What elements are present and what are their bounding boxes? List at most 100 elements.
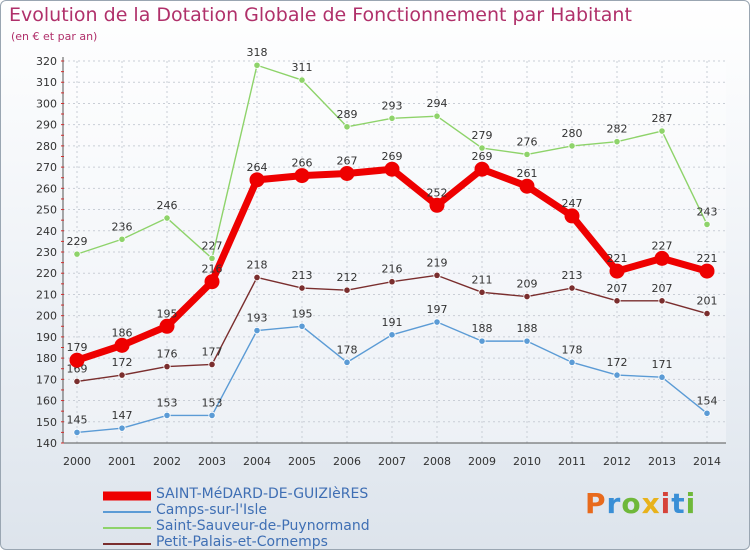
data-label-camps-sur-l-isle: 195 bbox=[292, 307, 313, 320]
data-label-petit-palais-et-cornemps: 177 bbox=[202, 345, 223, 358]
data-label-saint-m-dard-de-guizi-res: 195 bbox=[157, 307, 178, 320]
data-label-camps-sur-l-isle: 188 bbox=[517, 322, 538, 335]
data-point-saint-sauveur-de-puynormand bbox=[208, 254, 216, 262]
y-tick-label: 210 bbox=[36, 288, 57, 301]
data-label-saint-m-dard-de-guizi-res: 269 bbox=[472, 150, 493, 163]
data-point-petit-palais-et-cornemps bbox=[73, 377, 81, 386]
data-point-petit-palais-et-cornemps bbox=[568, 284, 576, 292]
data-label-petit-palais-et-cornemps: 176 bbox=[157, 348, 178, 361]
data-point-petit-palais-et-cornemps bbox=[343, 286, 351, 294]
data-point-saint-sauveur-de-puynormand bbox=[658, 127, 666, 135]
data-label-saint-m-dard-de-guizi-res: 221 bbox=[697, 252, 718, 265]
data-label-saint-sauveur-de-puynormand: 289 bbox=[337, 108, 358, 121]
data-point-petit-palais-et-cornemps bbox=[163, 362, 171, 371]
data-label-saint-sauveur-de-puynormand: 294 bbox=[427, 97, 448, 110]
y-tick-label: 230 bbox=[36, 246, 57, 259]
data-label-saint-m-dard-de-guizi-res: 261 bbox=[517, 167, 538, 180]
y-tick-label: 140 bbox=[36, 437, 57, 450]
x-tick-label: 2001 bbox=[108, 455, 136, 468]
y-tick-label: 270 bbox=[36, 161, 57, 174]
data-label-saint-m-dard-de-guizi-res: 267 bbox=[337, 154, 358, 167]
data-point-camps-sur-l-isle bbox=[703, 409, 711, 417]
data-label-saint-sauveur-de-puynormand: 280 bbox=[562, 127, 583, 140]
y-tick-label: 300 bbox=[36, 97, 57, 110]
data-point-camps-sur-l-isle bbox=[253, 326, 261, 335]
data-label-petit-palais-et-cornemps: 172 bbox=[112, 356, 133, 369]
data-label-petit-palais-et-cornemps: 211 bbox=[472, 273, 493, 286]
x-tick-label: 2012 bbox=[603, 455, 631, 468]
data-label-saint-m-dard-de-guizi-res: 247 bbox=[562, 197, 583, 210]
data-point-saint-sauveur-de-puynormand bbox=[118, 235, 126, 243]
data-label-saint-m-dard-de-guizi-res: 186 bbox=[112, 326, 133, 339]
chart-subtitle: (en € et par an) bbox=[11, 30, 98, 43]
data-point-saint-m-dard-de-guizi-res bbox=[339, 165, 355, 181]
data-point-saint-sauveur-de-puynormand bbox=[298, 76, 306, 84]
data-point-petit-palais-et-cornemps bbox=[118, 371, 126, 379]
data-label-camps-sur-l-isle: 153 bbox=[202, 396, 223, 409]
data-point-saint-sauveur-de-puynormand bbox=[73, 250, 81, 258]
data-point-camps-sur-l-isle bbox=[343, 358, 351, 366]
x-tick-label: 2002 bbox=[153, 455, 181, 468]
proxiti-logo: Proxiti bbox=[585, 487, 696, 520]
data-point-saint-m-dard-de-guizi-res bbox=[159, 318, 175, 334]
data-point-camps-sur-l-isle bbox=[478, 337, 486, 345]
data-point-camps-sur-l-isle bbox=[433, 318, 441, 326]
data-point-saint-m-dard-de-guizi-res bbox=[69, 352, 85, 368]
x-tick-label: 2009 bbox=[468, 455, 496, 468]
data-label-saint-sauveur-de-puynormand: 293 bbox=[382, 99, 403, 112]
data-point-camps-sur-l-isle bbox=[658, 373, 666, 381]
data-point-petit-palais-et-cornemps bbox=[433, 271, 441, 279]
data-point-saint-sauveur-de-puynormand bbox=[613, 138, 621, 146]
legend-swatch-saint-sauveur bbox=[103, 527, 151, 529]
data-label-saint-m-dard-de-guizi-res: 221 bbox=[607, 252, 628, 265]
logo-letter: P bbox=[585, 487, 607, 520]
data-label-petit-palais-et-cornemps: 212 bbox=[337, 271, 358, 284]
data-label-camps-sur-l-isle: 171 bbox=[652, 358, 673, 371]
data-point-camps-sur-l-isle bbox=[568, 358, 576, 366]
data-label-saint-sauveur-de-puynormand: 227 bbox=[202, 239, 223, 252]
x-tick-label: 2003 bbox=[198, 455, 226, 468]
y-tick-label: 290 bbox=[36, 119, 57, 132]
logo-letter: x bbox=[641, 487, 661, 520]
data-label-petit-palais-et-cornemps: 209 bbox=[517, 278, 538, 291]
legend-swatch-saint-medard bbox=[103, 491, 151, 501]
data-point-saint-sauveur-de-puynormand bbox=[568, 142, 576, 150]
data-label-camps-sur-l-isle: 172 bbox=[607, 356, 628, 369]
y-tick-label: 260 bbox=[36, 182, 57, 195]
y-tick-label: 310 bbox=[36, 76, 57, 89]
data-point-camps-sur-l-isle bbox=[118, 424, 126, 432]
legend-label-petit-palais: Petit-Palais-et-Cornemps bbox=[156, 534, 328, 550]
data-label-saint-sauveur-de-puynormand: 246 bbox=[157, 199, 178, 212]
data-point-saint-sauveur-de-puynormand bbox=[253, 61, 261, 69]
x-tick-label: 2011 bbox=[558, 455, 586, 468]
data-label-camps-sur-l-isle: 178 bbox=[562, 343, 583, 356]
legend-swatch-petit-palais bbox=[103, 543, 151, 545]
x-tick-label: 2014 bbox=[693, 455, 721, 468]
data-point-saint-m-dard-de-guizi-res bbox=[474, 161, 490, 177]
data-label-petit-palais-et-cornemps: 218 bbox=[247, 258, 268, 271]
legend-label-camps: Camps-sur-l'Isle bbox=[156, 502, 267, 518]
logo-letter: i bbox=[660, 487, 672, 520]
data-point-saint-m-dard-de-guizi-res bbox=[609, 263, 625, 279]
data-point-petit-palais-et-cornemps bbox=[253, 273, 261, 282]
data-label-saint-m-dard-de-guizi-res: 264 bbox=[247, 161, 268, 174]
data-point-saint-sauveur-de-puynormand bbox=[388, 114, 396, 122]
data-label-camps-sur-l-isle: 147 bbox=[112, 409, 133, 422]
x-tick-label: 2006 bbox=[333, 455, 361, 468]
data-label-camps-sur-l-isle: 145 bbox=[67, 413, 88, 426]
y-tick-label: 250 bbox=[36, 204, 57, 217]
y-tick-label: 320 bbox=[36, 55, 57, 68]
data-point-camps-sur-l-isle bbox=[613, 371, 621, 379]
data-label-saint-m-dard-de-guizi-res: 252 bbox=[427, 186, 448, 199]
data-label-saint-sauveur-de-puynormand: 229 bbox=[67, 235, 88, 248]
x-tick-label: 2004 bbox=[243, 455, 271, 468]
data-point-petit-palais-et-cornemps bbox=[523, 292, 531, 301]
data-point-saint-sauveur-de-puynormand bbox=[523, 150, 531, 158]
data-label-saint-m-dard-de-guizi-res: 227 bbox=[652, 239, 673, 252]
data-label-petit-palais-et-cornemps: 219 bbox=[427, 256, 448, 269]
data-point-saint-sauveur-de-puynormand bbox=[478, 144, 486, 152]
data-point-saint-m-dard-de-guizi-res bbox=[519, 178, 535, 194]
logo-letter: i bbox=[685, 487, 697, 520]
